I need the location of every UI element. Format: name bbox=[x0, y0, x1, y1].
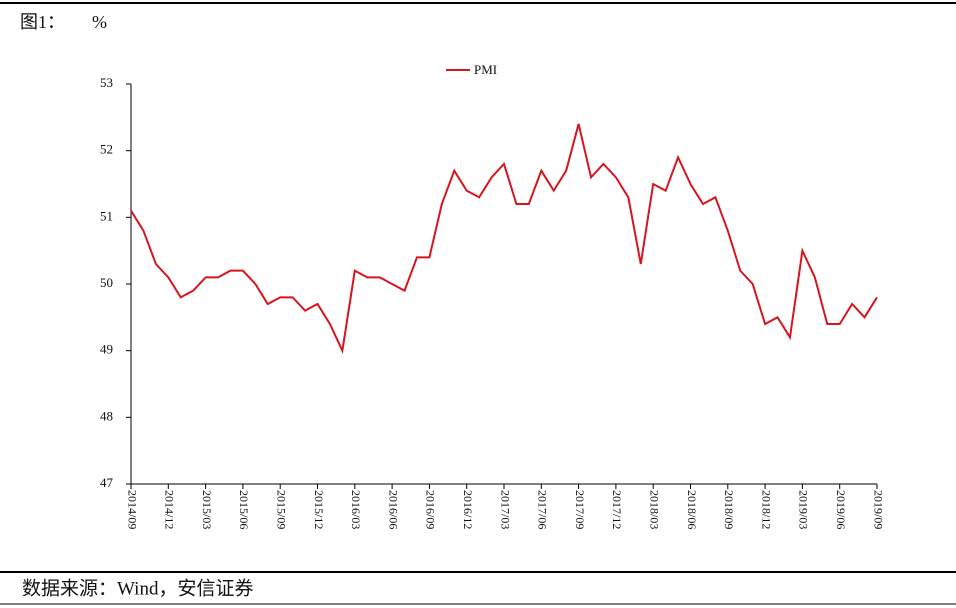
y-tick-label: 50 bbox=[100, 275, 113, 290]
x-tick-label: 2017/03 bbox=[498, 490, 512, 529]
y-tick-label: 51 bbox=[100, 208, 113, 223]
series-line bbox=[130, 123, 878, 355]
x-tick-label: 2016/06 bbox=[386, 490, 400, 529]
x-tick-label: 2017/06 bbox=[536, 490, 550, 529]
x-tick-label: 2018/12 bbox=[759, 490, 773, 529]
legend-label: PMI bbox=[474, 62, 497, 77]
x-tick-label: 2016/12 bbox=[461, 490, 475, 529]
y-tick-label: 47 bbox=[100, 475, 114, 490]
x-tick-label: 2018/09 bbox=[722, 490, 736, 529]
y-tick-label: 53 bbox=[100, 75, 113, 90]
x-tick-label: 2015/06 bbox=[237, 490, 251, 529]
x-tick-label: 2016/03 bbox=[349, 490, 363, 529]
x-tick-label: 2017/09 bbox=[573, 490, 587, 529]
x-tick-label: 2015/09 bbox=[274, 490, 288, 529]
x-tick-label: 2018/06 bbox=[685, 490, 699, 529]
x-tick-label: 2018/03 bbox=[647, 490, 661, 529]
y-tick-label: 52 bbox=[100, 142, 113, 157]
x-tick-label: 2019/09 bbox=[871, 490, 885, 529]
source-note: 数据来源：Wind，安信证券 bbox=[22, 577, 253, 599]
x-tick-label: 2014/09 bbox=[125, 490, 139, 529]
x-tick-label: 2014/12 bbox=[163, 490, 177, 529]
y-tick-label: 48 bbox=[100, 408, 113, 423]
y-tick-label: 49 bbox=[100, 342, 113, 357]
x-tick-label: 2019/03 bbox=[797, 490, 811, 529]
unit-label: % bbox=[92, 12, 107, 32]
x-tick-label: 2015/03 bbox=[200, 490, 214, 529]
x-tick-label: 2016/09 bbox=[424, 490, 438, 529]
figure-label: 图1： bbox=[20, 12, 65, 32]
x-tick-label: 2019/06 bbox=[834, 490, 848, 529]
x-tick-label: 2015/12 bbox=[312, 490, 326, 529]
x-tick-label: 2017/12 bbox=[610, 490, 624, 529]
